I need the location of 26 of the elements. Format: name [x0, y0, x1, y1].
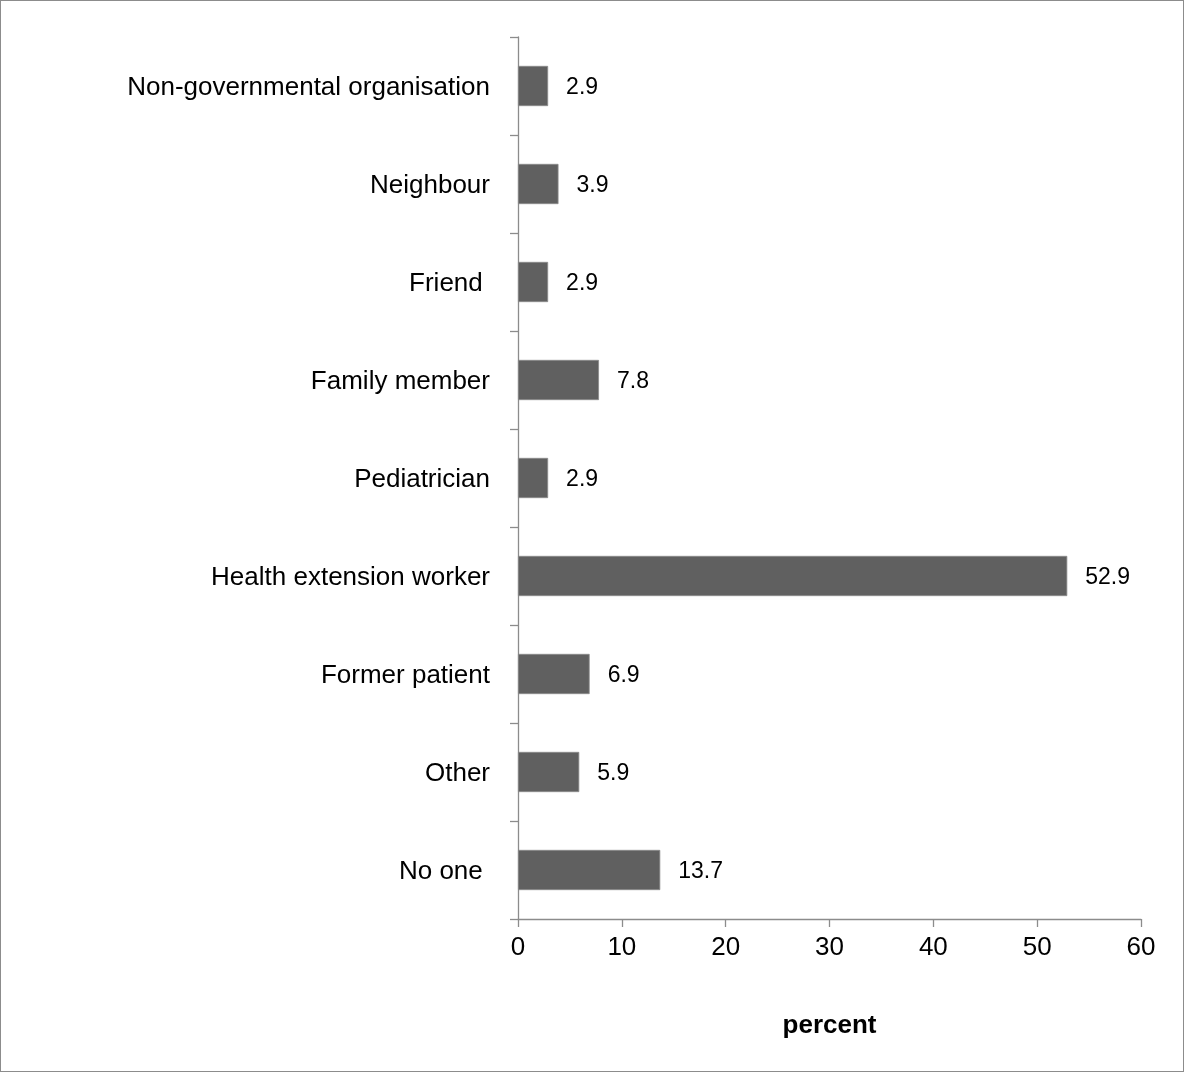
- y-tick-label: Other: [424, 757, 491, 787]
- y-tick-label: Former patient: [320, 659, 491, 689]
- data-label: 3.9: [576, 171, 609, 197]
- x-tick-label: 10: [607, 931, 637, 961]
- data-label: 5.9: [597, 759, 630, 785]
- y-tick-label: Friend: [409, 267, 490, 297]
- y-tick-label: Non-governmental organisation: [127, 71, 490, 101]
- data-label: 2.9: [566, 73, 599, 99]
- x-tick-label: 40: [918, 931, 948, 961]
- data-label: 7.8: [616, 367, 649, 393]
- x-tick-label: 30: [815, 931, 844, 961]
- x-axis-title: percent: [782, 1009, 877, 1039]
- data-label: 52.9: [1085, 563, 1131, 589]
- x-tick-label: 20: [711, 931, 741, 961]
- data-label: 2.9: [566, 269, 599, 295]
- x-tick-label: 60: [1126, 931, 1156, 961]
- y-tick-label: Health extension worker: [211, 561, 491, 591]
- y-tick-label: Pediatrician: [354, 463, 490, 493]
- y-tick-label: Neighbour: [370, 169, 491, 199]
- y-tick-label: Family member: [310, 365, 491, 395]
- data-label: 13.7: [678, 857, 724, 883]
- x-tick-label: 0: [510, 931, 526, 961]
- y-tick-label: No one: [398, 855, 490, 885]
- data-label: 2.9: [566, 465, 599, 491]
- x-tick-label: 50: [1022, 931, 1052, 961]
- data-label: 6.9: [607, 661, 640, 687]
